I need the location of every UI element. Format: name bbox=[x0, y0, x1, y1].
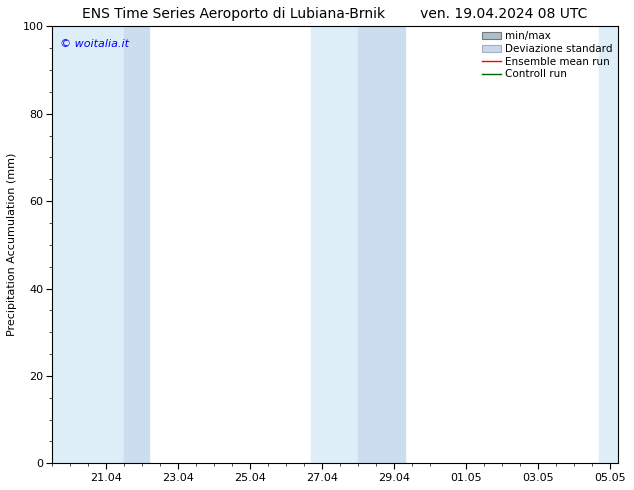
Bar bbox=[52, 26, 124, 464]
Bar bbox=[358, 26, 405, 464]
Bar bbox=[600, 26, 618, 464]
Y-axis label: Precipitation Accumulation (mm): Precipitation Accumulation (mm) bbox=[7, 153, 17, 337]
Title: ENS Time Series Aeroporto di Lubiana-Brnik        ven. 19.04.2024 08 UTC: ENS Time Series Aeroporto di Lubiana-Brn… bbox=[82, 7, 587, 21]
Bar bbox=[124, 26, 149, 464]
Bar bbox=[311, 26, 358, 464]
Legend: min/max, Deviazione standard, Ensemble mean run, Controll run: min/max, Deviazione standard, Ensemble m… bbox=[480, 29, 614, 81]
Text: © woitalia.it: © woitalia.it bbox=[60, 39, 129, 49]
